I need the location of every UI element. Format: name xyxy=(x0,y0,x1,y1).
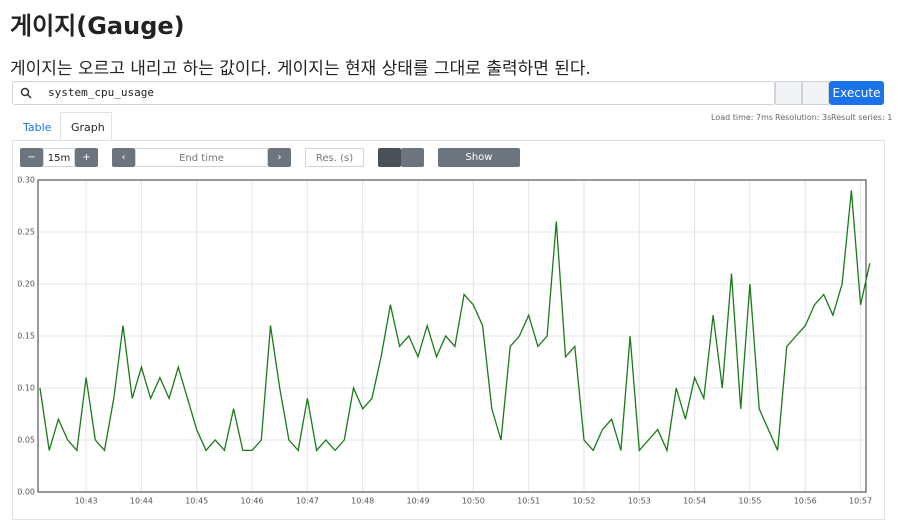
series-line xyxy=(39,190,871,453)
range-input[interactable]: 15m xyxy=(43,148,75,167)
x-tick-label: 10:47 xyxy=(296,497,319,506)
y-tick-label: 0.25 xyxy=(17,228,35,237)
x-tick-label: 10:49 xyxy=(406,497,429,506)
y-tick-label: 0.10 xyxy=(17,384,35,393)
x-tick-label: 10:50 xyxy=(462,497,485,506)
x-tick-label: 10:46 xyxy=(241,497,264,506)
search-box[interactable] xyxy=(12,81,775,105)
x-tick-label: 10:51 xyxy=(517,497,540,506)
stat: Load time: 7ms xyxy=(711,113,774,122)
x-tick-label: 10:56 xyxy=(794,497,817,506)
end-time-input[interactable]: End time xyxy=(135,148,268,167)
y-tick-label: 0.05 xyxy=(17,436,35,445)
y-tick-label: 0.00 xyxy=(17,488,35,497)
format-button[interactable] xyxy=(775,81,802,105)
execute-button[interactable]: Execute xyxy=(829,81,884,105)
query-text[interactable]: system_cpu_usage xyxy=(48,86,154,99)
y-tick-label: 0.15 xyxy=(17,332,35,341)
x-tick-label: 10:57 xyxy=(849,497,872,506)
active-tab xyxy=(60,112,112,141)
exemplars-button[interactable]: Show Exemplars xyxy=(438,148,520,182)
plot-border xyxy=(37,179,867,493)
x-tick-label: 10:53 xyxy=(628,497,651,506)
graph-frame xyxy=(12,140,885,520)
stat: Resolution: 3s xyxy=(775,113,832,122)
x-tick-label: 10:48 xyxy=(351,497,374,506)
x-tick-label: 10:55 xyxy=(738,497,761,506)
chart: 0.00 0.05 0.10 0.15 0.20 0.25 0.30 10:43 10:44 10… xyxy=(17,176,872,506)
prev-button[interactable]: ‹ xyxy=(112,148,135,167)
x-tick-label: 10:52 xyxy=(572,497,595,506)
x-tick-label: 10:44 xyxy=(130,497,153,506)
stat: Result series: 1 xyxy=(831,113,893,122)
y-tick-label: 0.20 xyxy=(17,280,35,289)
subtitle: 게이지는 오르고 내리고 하는 값이다. 게이지는 현재 상태를 그대로 출력하… xyxy=(10,59,591,79)
tab[interactable]: Table xyxy=(23,121,52,134)
next-button[interactable]: › xyxy=(268,148,291,167)
x-tick-label: 10:45 xyxy=(185,497,208,506)
stacked-mode[interactable] xyxy=(401,148,424,167)
range-plus[interactable]: + xyxy=(75,148,98,167)
x-tick-label: 10:54 xyxy=(683,497,706,506)
tab[interactable]: Graph xyxy=(71,121,105,134)
line-mode[interactable] xyxy=(378,148,401,167)
range-minus[interactable]: − xyxy=(20,148,43,167)
x-tick-label: 10:43 xyxy=(75,497,98,506)
resolution-input[interactable]: Res. (s) xyxy=(305,148,364,167)
explore-button[interactable] xyxy=(802,81,829,105)
title: 게이지(Gauge) xyxy=(10,12,185,40)
search-icon xyxy=(20,87,32,99)
y-tick-label: 0.30 xyxy=(17,176,35,185)
